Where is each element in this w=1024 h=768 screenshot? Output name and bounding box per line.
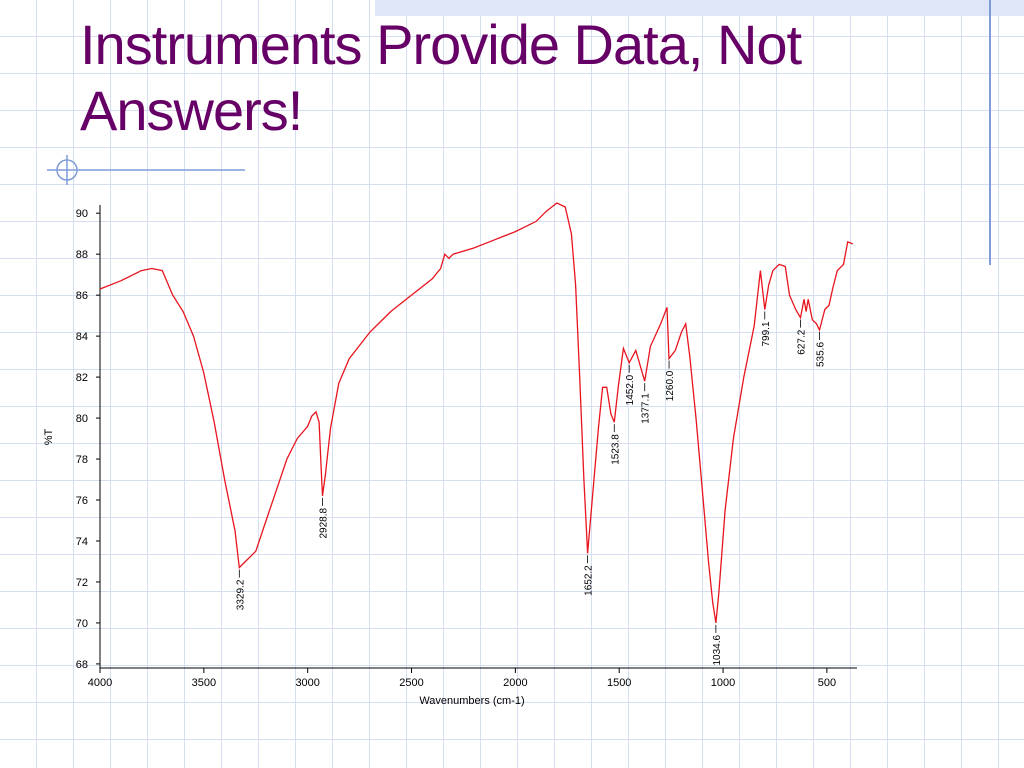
x-tick-label: 3500	[192, 677, 216, 689]
peak-label: 1034.6	[712, 634, 723, 665]
peak-label: 1523.8	[610, 434, 621, 465]
peak-label: 1377.1	[641, 393, 652, 424]
top-band	[375, 0, 1024, 16]
y-tick-label: 78	[76, 454, 88, 466]
slide-title: Instruments Provide Data, Not Answers!	[80, 13, 802, 142]
peak-label: 627.2	[796, 329, 807, 354]
peak-label: 1260.0	[665, 370, 676, 401]
y-tick-label: 72	[76, 577, 88, 589]
y-tick-label: 88	[76, 249, 88, 261]
y-tick-label: 68	[76, 659, 88, 671]
y-tick-label: 80	[76, 413, 88, 425]
x-tick-label: 1500	[607, 677, 631, 689]
x-tick-label: 1000	[711, 677, 735, 689]
spectrum-line	[99, 202, 854, 624]
x-tick-label: 3000	[295, 677, 319, 689]
peak-label: 2928.8	[318, 507, 329, 538]
y-tick-label: 70	[76, 618, 88, 630]
y-tick-label: 86	[76, 290, 88, 302]
peak-label: 799.1	[761, 321, 772, 346]
x-tick-label: 2500	[399, 677, 423, 689]
y-axis-label: %T	[43, 428, 55, 445]
y-tick-label: 82	[76, 372, 88, 384]
peak-label: 1652.2	[584, 565, 595, 596]
x-tick-label: 4000	[88, 677, 112, 689]
peak-label: 3329.2	[235, 579, 246, 610]
x-axis-label: Wavenumbers (cm-1)	[419, 695, 524, 707]
peak-label: 535.6	[815, 342, 826, 367]
peak-label: 1452.0	[625, 374, 636, 405]
y-tick-label: 76	[76, 495, 88, 507]
x-tick-label: 500	[818, 677, 836, 689]
y-tick-label: 90	[76, 208, 88, 220]
y-tick-label: 74	[76, 536, 88, 548]
y-tick-label: 84	[76, 331, 88, 343]
x-tick-label: 2000	[503, 677, 527, 689]
